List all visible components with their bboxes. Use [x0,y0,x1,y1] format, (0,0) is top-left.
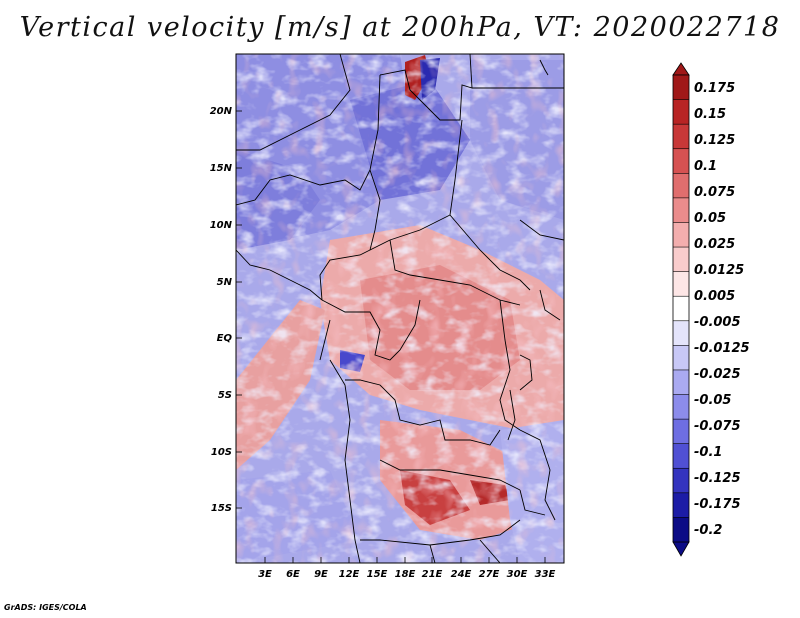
colorbar-label-8: 0.005 [694,289,735,304]
colorbar-band-6 [673,222,689,248]
colorbar-band-9 [673,296,689,322]
lat-label-15s: 15S [211,503,232,514]
colorbar: 0.175 0.15 0.125 0.1 0.075 0.05 0.025 0.… [672,62,750,557]
border-algeria-mali-niger [236,54,351,151]
colorbar-band-13 [673,394,689,420]
country-boundaries [236,54,564,563]
vertical-velocity-map [236,54,564,563]
border-zambia-malawi [519,489,546,516]
lat-label-10s: 10S [211,447,232,458]
lon-label-18e: 18E [395,569,416,580]
lake-tanganyika [507,389,516,441]
map-frame [235,53,565,564]
colorbar-band-15 [673,443,689,469]
border-zimbabwe [479,539,501,563]
lon-label-15e: 15E [367,569,388,580]
border-tanzania-malawi [519,429,556,521]
colorbar-label-14: -0.1 [694,445,722,460]
map-title: Vertical velocity [m/s] at 200hPa, VT: 2… [19,12,781,43]
colorbar-labels: 0.175 0.15 0.125 0.1 0.075 0.05 0.025 0.… [694,81,750,538]
border-lake-victoria [519,354,533,391]
colorbar-label-0: 0.175 [694,81,735,96]
border-car-sudan [449,214,531,291]
colorbar-band-11 [673,345,689,371]
coastline-gulf-of-guinea [236,249,323,301]
colorbar-band-2 [673,124,689,150]
colorbar-band-12 [673,369,689,395]
colorbar-band-14 [673,419,689,444]
field-texture-warm [236,54,564,563]
border-botswana-south [429,544,436,563]
colorbar-label-12: -0.05 [694,393,731,408]
border-nigeria-cameroon [319,169,381,301]
colorbar-label-2: 0.125 [694,133,735,148]
border-libya-chad [379,54,473,121]
colorbar-band-4 [673,173,689,199]
colorbar-bands [673,75,689,543]
colorbar-top-arrow [672,62,690,76]
colorbar-label-6: 0.025 [694,237,735,252]
map-tick-marks [236,110,546,563]
colorbar-band-1 [673,99,689,125]
colorbar-band-10 [673,320,689,346]
lon-label-30e: 30E [507,569,528,580]
lon-label-27e: 27E [479,569,500,580]
lon-label-33e: 33E [535,569,556,580]
colorbar-label-13: -0.075 [694,419,741,434]
colorbar-band-3 [673,148,689,174]
lon-label-3e: 3E [258,569,272,580]
border-niger-nigeria [236,74,381,206]
border-namibia-botswana [360,519,521,546]
colorbar-band-7 [673,247,689,272]
colorbar-band-16 [673,468,689,494]
colorbar-label-7: 0.0125 [694,263,744,278]
colorbar-label-10: -0.0125 [694,341,750,356]
border-egypt-coast [539,59,549,76]
lat-label-15n: 15N [210,163,233,174]
colorbar-label-1: 0.15 [694,107,726,122]
lat-label-5n: 5N [217,277,233,288]
colorbar-frame [672,74,690,543]
grads-credit: GrADS: IGES/COLA [4,603,87,612]
lat-label-10n: 10N [210,220,233,231]
lon-label-24e: 24E [451,569,472,580]
border-drc-east [499,299,521,431]
border-congo-gabon [321,299,421,361]
colorbar-label-16: -0.175 [694,497,741,512]
lon-label-21e: 21E [422,569,443,580]
colorbar-label-15: -0.125 [694,471,741,486]
border-sudan-ethiopia [519,219,564,241]
latitude-axis: 20N 15N 10N 5N EQ 5S 10S 15S [210,106,233,514]
lat-label-5s: 5S [218,390,232,401]
colorbar-label-9: -0.005 [694,315,741,330]
coastline-angola-namibia [329,359,361,563]
colorbar-label-4: 0.075 [694,185,735,200]
border-chad-car [369,119,463,251]
longitude-axis: 3E 6E 9E 12E 15E 18E 21E 24E 27E 30E 33E [258,569,555,580]
colorbar-band-5 [673,197,689,223]
border-angola-zambia [379,459,521,491]
colorbar-label-17: -0.2 [694,523,722,538]
colorbar-band-8 [673,271,689,297]
colorbar-label-5: 0.05 [694,211,726,226]
lat-label-eq: EQ [217,333,233,344]
colorbar-label-11: -0.025 [694,367,741,382]
colorbar-bottom-arrow [672,541,690,557]
colorbar-band-18 [673,517,689,543]
colorbar-band-0 [673,75,689,100]
border-drc-angola [345,379,501,446]
border-uganda-kenya [539,289,561,321]
lon-label-6e: 6E [286,569,300,580]
lat-label-20n: 20N [210,106,233,117]
colorbar-band-17 [673,492,689,518]
lon-label-12e: 12E [339,569,360,580]
lon-label-9e: 9E [314,569,328,580]
coast-gabon [319,319,331,361]
colorbar-label-3: 0.1 [694,159,717,174]
